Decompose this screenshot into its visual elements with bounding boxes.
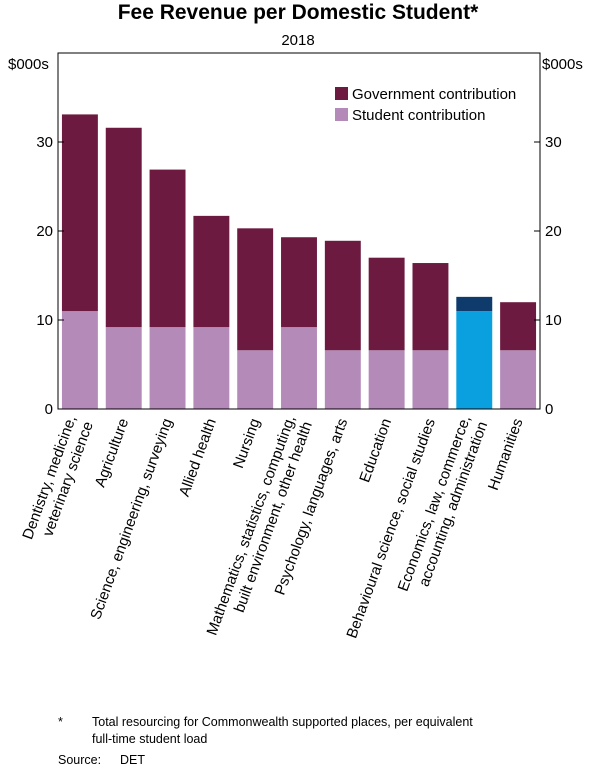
bar-segment [105, 127, 142, 328]
footnote-text: full-time student load [92, 732, 207, 746]
bar-segment [105, 327, 142, 409]
x-tick-label-group: Allied health [176, 416, 220, 499]
bar-segment [237, 350, 274, 409]
y-tick-label: 10 [36, 312, 53, 329]
bar-segment [500, 302, 537, 351]
bar-segment [61, 311, 98, 409]
legend-swatch [335, 87, 348, 100]
x-tick-label-group: Nursing [230, 416, 264, 470]
bar-segment [237, 228, 274, 351]
bar-segment [456, 311, 493, 409]
footnote-text: Total resourcing for Commonwealth suppor… [92, 715, 473, 729]
bar-segment [281, 237, 317, 328]
bar-segment [281, 327, 317, 409]
y2-tick-label: 30 [545, 134, 562, 151]
footnote-marker: * [58, 715, 63, 729]
x-tick-label-group: Economics, law, commerce,accounting, adm… [395, 413, 491, 593]
y-tick-label: 0 [45, 401, 53, 418]
bar-segment [324, 240, 361, 351]
x-tick-label: Nursing [230, 416, 264, 470]
x-tick-label-group: Humanities [485, 416, 527, 492]
y-tick-label: 30 [36, 134, 53, 151]
chart-title: Fee Revenue per Domestic Student* [118, 1, 479, 24]
legend-label: Student contribution [352, 107, 485, 124]
x-tick-label-group: Science, engineering, surveying [87, 416, 176, 622]
bar-segment [324, 350, 361, 409]
bar-segment [193, 215, 230, 328]
y2-axis-label: $000s [542, 56, 583, 73]
x-tick-label: Agriculture [92, 416, 132, 489]
bar-segment [193, 327, 230, 409]
bar-segment [149, 327, 186, 409]
source-text: DET [120, 753, 145, 767]
bar-segment [368, 350, 405, 409]
y2-tick-label: 10 [545, 312, 562, 329]
legend-label: Government contribution [352, 86, 516, 103]
bar-segment [500, 350, 537, 409]
x-tick-label-group: Dentistry, medicine,veterinary science [19, 413, 97, 542]
y2-tick-label: 20 [545, 223, 562, 240]
x-tick-label: Science, engineering, surveying [87, 416, 176, 622]
bar-segment [149, 169, 186, 328]
y-tick-label: 20 [36, 223, 53, 240]
y2-tick-label: 0 [545, 401, 553, 418]
bar-segment [412, 350, 449, 409]
legend-swatch [335, 108, 348, 121]
bar-segment [456, 296, 493, 312]
bar-segment [412, 263, 449, 351]
source-label: Source: [58, 753, 101, 767]
x-tick-label: Allied health [176, 416, 220, 499]
x-tick-label: Humanities [485, 416, 527, 492]
bar-segment [61, 114, 98, 312]
bar-segment [368, 257, 405, 351]
x-tick-label-group: Agriculture [92, 416, 132, 489]
chart-subtitle: 2018 [281, 32, 314, 49]
x-tick-label: Education [356, 416, 395, 485]
x-tick-label-group: Education [356, 416, 395, 485]
y-axis-label: $000s [8, 56, 49, 73]
